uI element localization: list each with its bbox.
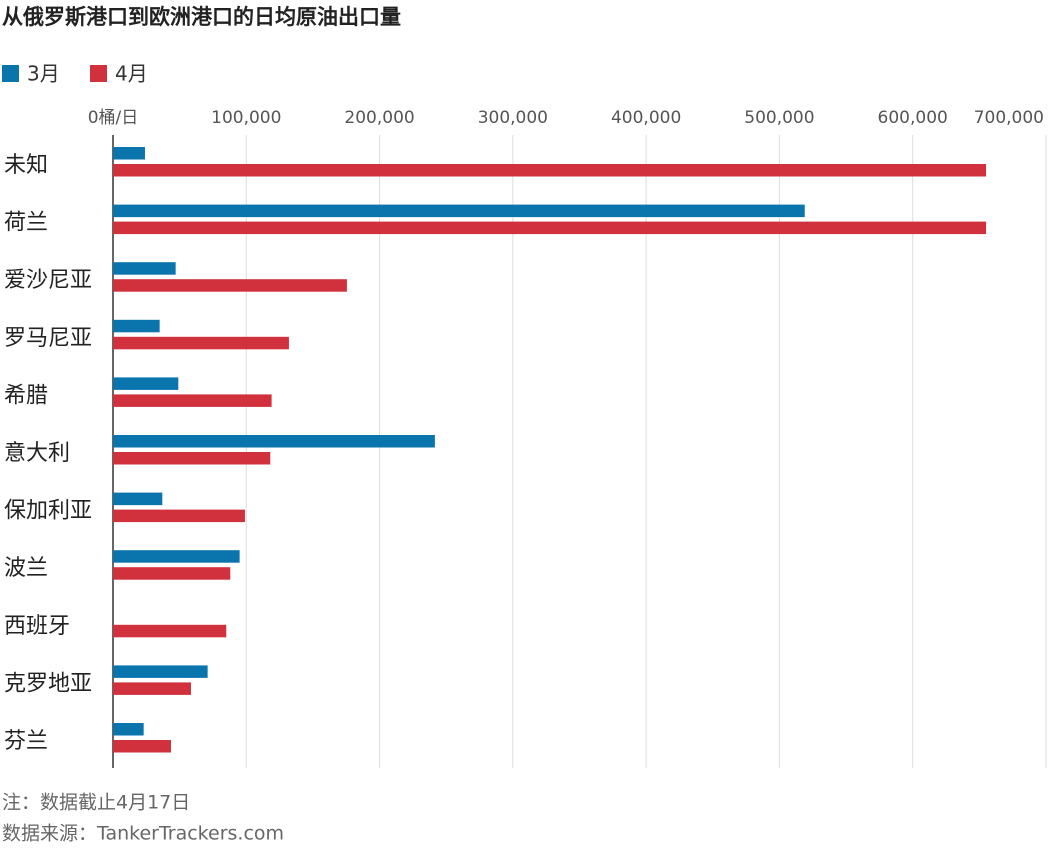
bar — [113, 319, 160, 333]
bar — [113, 279, 347, 292]
y-tick-label: 芬兰 — [4, 729, 48, 754]
bar — [113, 336, 289, 350]
bar — [113, 624, 227, 638]
bar — [113, 394, 272, 407]
legend-swatch — [90, 65, 107, 82]
y-tick-label: 克罗地亚 — [4, 671, 92, 696]
y-tick-label: 未知 — [4, 153, 48, 178]
legend: 3月 4月 — [2, 62, 148, 86]
bar — [113, 204, 805, 218]
note: 注：数据截止4月17日 — [2, 792, 190, 814]
y-tick-label: 罗马尼亚 — [4, 326, 92, 351]
x-tick-label: 600,000 — [878, 108, 948, 128]
bar — [113, 147, 145, 160]
bar — [113, 377, 179, 390]
bar — [113, 262, 176, 275]
y-tick-label: 西班牙 — [4, 614, 70, 639]
legend-label: 4月 — [115, 62, 148, 86]
y-tick-label: 波兰 — [4, 556, 48, 581]
chart-title: 从俄罗斯港口到欧洲港口的日均原油出口量 — [2, 5, 401, 29]
x-tick-label: 300,000 — [478, 108, 548, 128]
x-tick-label: 0桶/日 — [88, 108, 139, 128]
y-tick-label: 保加利亚 — [4, 499, 92, 524]
bar — [113, 550, 240, 563]
y-tick-label: 意大利 — [4, 441, 70, 466]
y-tick-label: 希腊 — [4, 383, 48, 408]
bar — [113, 567, 231, 580]
bar — [113, 435, 435, 448]
x-tick-label: 700,000 — [974, 108, 1044, 128]
x-tick-label: 500,000 — [744, 108, 814, 128]
bar — [113, 492, 163, 506]
bar — [113, 452, 271, 465]
y-tick-label: 爱沙尼亚 — [4, 268, 92, 293]
bar — [113, 723, 144, 736]
bar — [113, 164, 987, 177]
x-tick-label: 100,000 — [211, 108, 281, 128]
legend-label: 3月 — [27, 62, 60, 86]
bar — [113, 665, 208, 678]
x-tick-label: 200,000 — [344, 108, 414, 128]
legend-swatch — [2, 65, 19, 82]
bar — [113, 682, 191, 695]
bar — [113, 221, 987, 235]
x-tick-label: 400,000 — [611, 108, 681, 128]
source-note: 数据来源：TankerTrackers.com — [2, 823, 284, 845]
y-tick-label: 荷兰 — [4, 211, 48, 236]
bar — [113, 509, 245, 523]
bar — [113, 740, 171, 753]
